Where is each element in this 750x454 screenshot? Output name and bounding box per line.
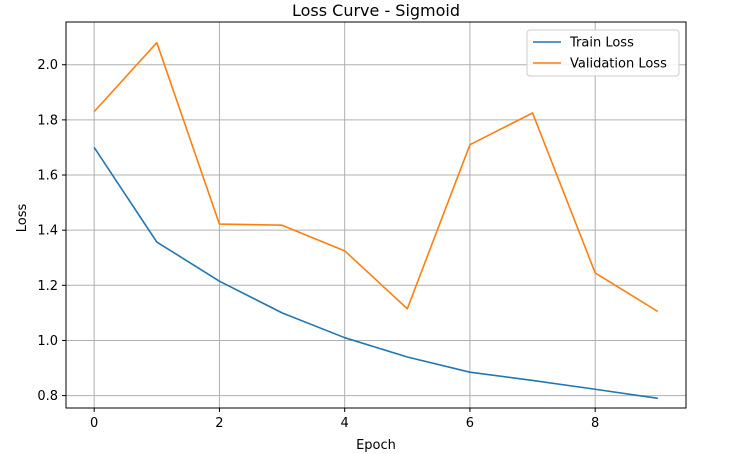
y-axis-label: Loss	[15, 204, 30, 233]
legend-box	[526, 29, 680, 77]
y-tick-label: 1.6	[37, 169, 58, 184]
chart-title: Loss Curve - Sigmoid	[292, 1, 460, 20]
series-line-train-loss	[93, 147, 658, 400]
y-tick-label: 0.8	[37, 389, 58, 404]
x-tick-label: 0	[90, 416, 98, 431]
grid-layer	[66, 22, 686, 408]
x-tick-label: 4	[341, 416, 349, 431]
ticks-layer: 0 2 4 6 8 0.8 1.0 1.2 1.4 1.6 1.8 2.0	[37, 58, 599, 431]
plot-frame	[65, 21, 687, 409]
legend-label: Validation Loss	[570, 57, 667, 72]
series-line-validation-loss	[93, 41, 659, 313]
y-tick-label: 1.8	[37, 113, 58, 128]
legend-label: Train Loss	[569, 36, 634, 51]
x-tick-label: 2	[215, 416, 223, 431]
series-layer	[93, 41, 659, 400]
legend: Train Loss Validation Loss	[526, 29, 680, 77]
x-tick-label: 8	[591, 416, 599, 431]
y-tick-label: 1.0	[37, 334, 58, 349]
y-tick-label: 1.2	[37, 279, 58, 294]
x-tick-label: 6	[466, 416, 474, 431]
y-tick-label: 2.0	[37, 58, 58, 73]
x-axis-label: Epoch	[356, 438, 396, 453]
y-tick-label: 1.4	[37, 224, 58, 239]
